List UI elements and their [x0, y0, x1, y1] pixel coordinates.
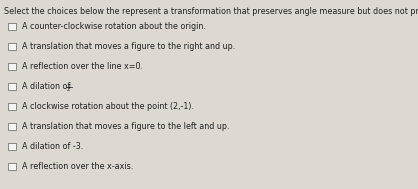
Text: Select the choices below the represent a transformation that preserves angle mea: Select the choices below the represent a… — [4, 7, 418, 16]
Text: A reflection over the x-axis.: A reflection over the x-axis. — [22, 162, 133, 171]
Bar — [8, 23, 16, 30]
Bar — [8, 63, 16, 70]
Text: 1: 1 — [67, 84, 71, 88]
Text: A counter-clockwise rotation about the origin.: A counter-clockwise rotation about the o… — [22, 22, 206, 31]
Bar — [8, 83, 16, 90]
Text: A dilation of -3.: A dilation of -3. — [22, 142, 83, 151]
Text: A clockwise rotation about the point (2,-1).: A clockwise rotation about the point (2,… — [22, 102, 194, 111]
Bar — [8, 43, 16, 50]
Text: A translation that moves a figure to the right and up.: A translation that moves a figure to the… — [22, 42, 235, 51]
Bar — [8, 143, 16, 150]
Bar — [8, 103, 16, 110]
Text: A translation that moves a figure to the left and up.: A translation that moves a figure to the… — [22, 122, 229, 131]
Text: 2: 2 — [67, 87, 71, 92]
Bar — [8, 123, 16, 130]
Bar — [8, 163, 16, 170]
Text: A reflection over the line x=0.: A reflection over the line x=0. — [22, 62, 143, 71]
Text: A dilation of: A dilation of — [22, 82, 73, 91]
